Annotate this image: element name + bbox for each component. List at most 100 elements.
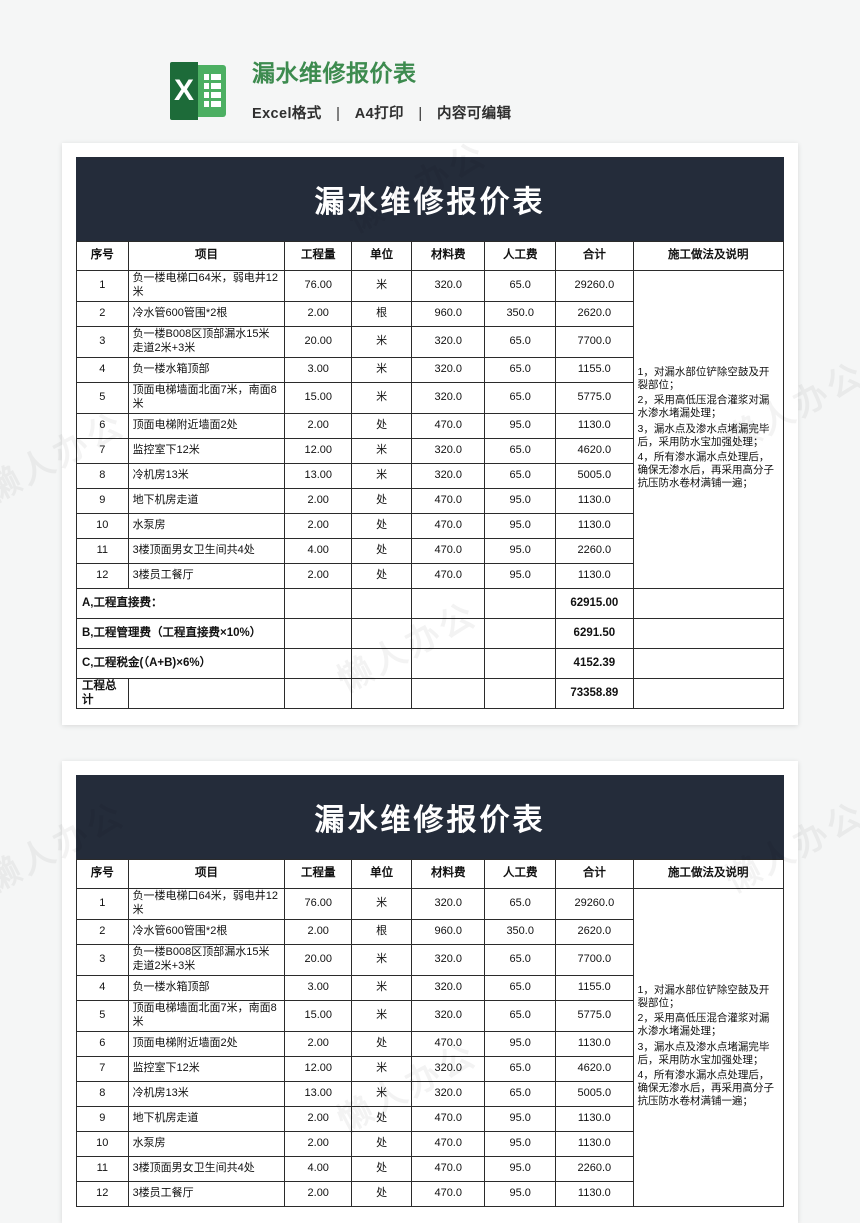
column-header-quantity: 工程量 xyxy=(284,858,353,889)
table-row[interactable]: 9 地下机房走道 2.00 处 470.0 95.0 1130.0 xyxy=(76,1105,784,1132)
cell-index: 11 xyxy=(76,1155,129,1182)
table-row[interactable]: 12 3楼员工餐厅 2.00 处 470.0 95.0 1130.0 xyxy=(76,1180,784,1207)
cell-total: 1130.0 xyxy=(555,1180,634,1207)
cell-total: 1130.0 xyxy=(555,1130,634,1157)
summary-spacer xyxy=(127,677,286,709)
table-body: 1 负一楼电梯口64米，弱电井12米 76.00 米 320.0 65.0 29… xyxy=(75,269,785,709)
table-row[interactable]: 5 顶面电梯墙面北面7米，南面8米 15.00 米 320.0 65.0 577… xyxy=(76,381,784,414)
column-header-labor: 人工费 xyxy=(484,240,557,271)
excel-icon-letter: X xyxy=(173,74,194,107)
summary-spacer xyxy=(284,677,353,709)
cell-labor: 95.0 xyxy=(484,1130,557,1157)
excel-icon-grid xyxy=(204,74,221,108)
table-row[interactable]: 8 冷机房13米 13.00 米 320.0 65.0 5005.0 xyxy=(76,1080,784,1107)
cell-unit: 米 xyxy=(351,999,413,1032)
cell-material: 320.0 xyxy=(411,943,486,976)
summary-spacer xyxy=(411,617,486,649)
cell-quantity: 3.00 xyxy=(284,974,353,1001)
column-header-material: 材料费 xyxy=(411,240,486,271)
sheet-preview-card[interactable]: 漏水维修报价表 序号 项目 工程量 单位 材料费 人工费 合计 施工做法及说明 … xyxy=(62,142,798,725)
cell-unit: 处 xyxy=(351,1030,413,1057)
cell-labor: 95.0 xyxy=(484,1105,557,1132)
sheet-title: 漏水维修报价表 xyxy=(314,185,546,219)
cell-labor: 95.0 xyxy=(484,512,557,539)
table-row[interactable]: 1 负一楼电梯口64米，弱电井12米 76.00 米 320.0 65.0 29… xyxy=(76,887,785,1207)
column-header-index: 序号 xyxy=(76,240,129,271)
table-row[interactable]: 7 监控室下12米 12.00 米 320.0 65.0 4620.0 xyxy=(76,1055,784,1082)
table-row[interactable]: 8 冷机房13米 13.00 米 320.0 65.0 5005.0 xyxy=(76,462,784,489)
cell-labor: 65.0 xyxy=(484,1080,557,1107)
sheet-preview-card[interactable]: 漏水维修报价表 序号 项目 工程量 单位 材料费 人工费 合计 施工做法及说明 … xyxy=(62,760,798,1223)
cell-item: 水泵房 xyxy=(127,512,286,539)
page-title: 漏水维修报价表 xyxy=(252,60,417,86)
summary-row-direct-cost[interactable]: A,工程直接费： 62915.00 xyxy=(75,587,785,619)
table-row[interactable]: 5 顶面电梯墙面北面7米，南面8米 15.00 米 320.0 65.0 577… xyxy=(76,999,784,1032)
table-row[interactable]: 11 3楼顶面男女卫生间共4处 4.00 处 470.0 95.0 2260.0 xyxy=(76,537,784,564)
cell-material: 320.0 xyxy=(411,999,486,1032)
cell-labor: 65.0 xyxy=(484,325,557,358)
summary-row-management-fee[interactable]: B,工程管理费（工程直接费×10%） 6291.50 xyxy=(75,617,785,649)
cell-labor: 95.0 xyxy=(484,1030,557,1057)
cell-labor: 95.0 xyxy=(484,537,557,564)
table-row[interactable]: 6 顶面电梯附近墙面2处 2.00 处 470.0 95.0 1130.0 xyxy=(76,1030,784,1057)
cell-item: 负一楼水箱顶部 xyxy=(127,356,286,383)
cell-index: 3 xyxy=(76,943,129,976)
cell-index: 2 xyxy=(76,300,129,327)
cell-unit: 处 xyxy=(351,412,413,439)
cell-material: 470.0 xyxy=(411,1155,486,1182)
cell-total: 5005.0 xyxy=(555,1080,634,1107)
cell-material: 470.0 xyxy=(411,512,486,539)
cell-unit: 处 xyxy=(351,1155,413,1182)
table-row[interactable]: 2 冷水管600管围*2根 2.00 根 960.0 350.0 2620.0 xyxy=(76,918,784,945)
table-row[interactable]: 9 地下机房走道 2.00 处 470.0 95.0 1130.0 xyxy=(76,487,784,514)
cell-material: 320.0 xyxy=(411,974,486,1001)
table-row[interactable]: 11 3楼顶面男女卫生间共4处 4.00 处 470.0 95.0 2260.0 xyxy=(76,1155,784,1182)
cell-unit: 米 xyxy=(351,1055,413,1082)
table-row[interactable]: 7 监控室下12米 12.00 米 320.0 65.0 4620.0 xyxy=(76,437,784,464)
cell-index: 12 xyxy=(76,562,129,589)
cell-material: 470.0 xyxy=(411,1130,486,1157)
summary-spacer xyxy=(411,677,486,709)
summary-spacer xyxy=(632,647,785,679)
cell-material: 320.0 xyxy=(411,1055,486,1082)
cell-total: 1130.0 xyxy=(555,512,634,539)
summary-value: 62915.00 xyxy=(555,587,634,619)
table-row[interactable]: 2 冷水管600管围*2根 2.00 根 960.0 350.0 2620.0 xyxy=(76,300,784,327)
summary-row-grand-total[interactable]: 工程总计 73358.89 xyxy=(76,677,785,709)
table-row[interactable]: 6 顶面电梯附近墙面2处 2.00 处 470.0 95.0 1130.0 xyxy=(76,412,784,439)
cell-item: 冷水管600管围*2根 xyxy=(127,300,286,327)
cell-material: 470.0 xyxy=(411,412,486,439)
cell-quantity: 12.00 xyxy=(284,1055,353,1082)
cell-total: 5005.0 xyxy=(555,462,634,489)
meta-separator: | xyxy=(418,105,423,122)
cell-item: 负一楼B008区顶部漏水15米 走道2米+3米 xyxy=(127,325,286,358)
cell-total: 2260.0 xyxy=(555,537,634,564)
note-line: 1，对漏水部位铲除空鼓及开裂部位； xyxy=(637,984,770,1010)
cell-item: 顶面电梯墙面北面7米，南面8米 xyxy=(127,999,286,1032)
table-row[interactable]: 12 3楼员工餐厅 2.00 处 470.0 95.0 1130.0 xyxy=(76,562,784,589)
cell-unit: 处 xyxy=(351,537,413,564)
cell-quantity: 20.00 xyxy=(284,943,353,976)
summary-spacer xyxy=(484,677,557,709)
table-row[interactable]: 4 负一楼水箱顶部 3.00 米 320.0 65.0 1155.0 xyxy=(76,356,784,383)
summary-label: 工程总计 xyxy=(76,677,129,709)
cell-index: 2 xyxy=(76,918,129,945)
summary-row-tax[interactable]: C,工程税金(（A+B)×6%） 4152.39 xyxy=(75,647,785,679)
cell-item: 顶面电梯墙面北面7米，南面8米 xyxy=(127,381,286,414)
cell-quantity: 2.00 xyxy=(284,412,353,439)
cell-total: 29260.0 xyxy=(555,887,634,920)
note-line: 3，漏水点及渗水点堵漏完毕后，采用防水宝加强处理； xyxy=(637,1040,770,1066)
table-row[interactable]: 1 负一楼电梯口64米，弱电井12米 76.00 米 320.0 65.0 29… xyxy=(76,269,785,589)
summary-spacer xyxy=(484,647,557,679)
cell-quantity: 2.00 xyxy=(284,487,353,514)
table-row[interactable]: 4 负一楼水箱顶部 3.00 米 320.0 65.0 1155.0 xyxy=(76,974,784,1001)
cell-quantity: 2.00 xyxy=(284,1030,353,1057)
cell-quantity: 4.00 xyxy=(284,537,353,564)
summary-spacer xyxy=(284,617,353,649)
cell-total: 1155.0 xyxy=(555,974,634,1001)
cell-labor: 65.0 xyxy=(484,887,557,920)
summary-spacer xyxy=(284,587,353,619)
cell-material: 320.0 xyxy=(411,356,486,383)
cell-unit: 米 xyxy=(351,269,413,302)
meta-editable: 内容可编辑 xyxy=(436,105,512,122)
